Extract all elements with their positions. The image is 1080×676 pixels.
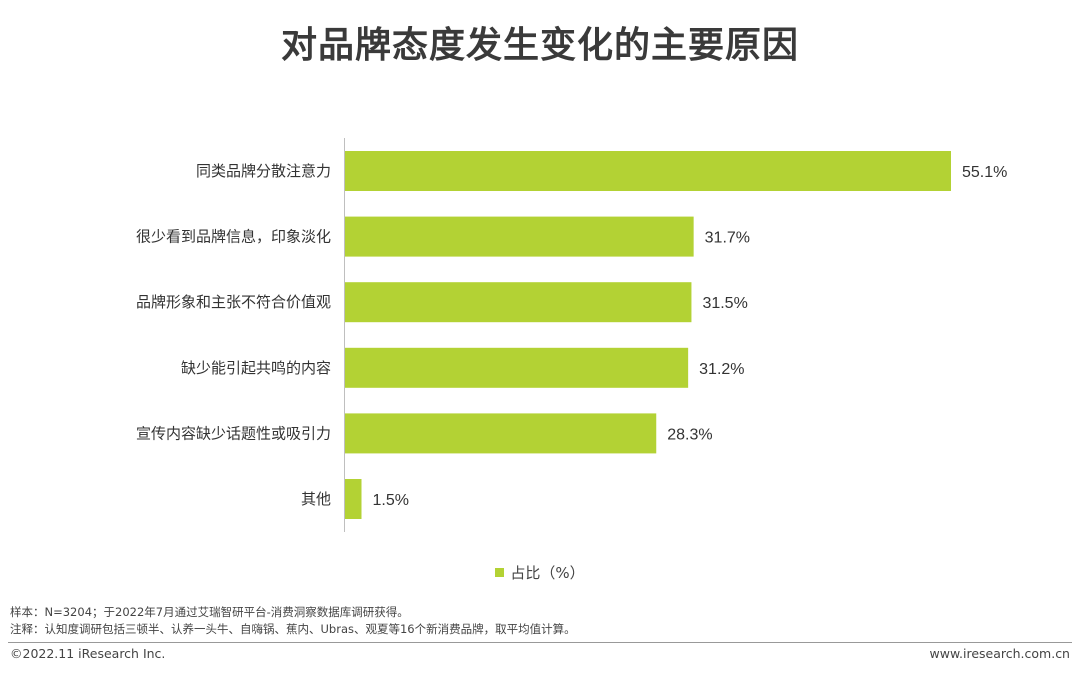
category-label-3: 品牌形象和主张不符合价值观 <box>136 293 331 311</box>
value-label-3: 31.5% <box>702 295 747 312</box>
website: www.iresearch.com.cn <box>929 646 1071 661</box>
value-label-4: 31.2% <box>699 361 744 378</box>
sample-footnote: 样本：N=3204；于2022年7月通过艾瑞智研平台-消费洞察数据库调研获得。 <box>10 605 409 619</box>
bar-6 <box>345 479 362 519</box>
category-label-2: 很少看到品牌信息，印象淡化 <box>136 228 331 246</box>
value-label-1: 55.1% <box>962 164 1007 181</box>
category-label-5: 宣传内容缺少话题性或吸引力 <box>136 424 331 442</box>
category-label-1: 同类品牌分散注意力 <box>196 162 331 180</box>
footer-divider <box>8 642 1072 643</box>
category-label-6: 其他 <box>301 490 331 508</box>
bar-1 <box>345 151 951 191</box>
value-label-2: 31.7% <box>705 230 750 247</box>
value-label-6: 1.5% <box>372 492 408 509</box>
bar-3 <box>345 282 692 323</box>
legend-label: 占比（%） <box>510 564 585 582</box>
category-label-4: 缺少能引起共鸣的内容 <box>181 359 331 377</box>
note-footnote: 注释：认知度调研包括三顿半、认养一头牛、自嗨锅、蕉内、Ubras、观夏等16个新… <box>10 622 576 636</box>
bar-5 <box>345 413 657 454</box>
copyright: ©2022.11 iResearch Inc. <box>10 646 166 661</box>
legend-swatch <box>495 568 505 577</box>
chart-title: 对品牌态度发生变化的主要原因 <box>280 25 799 66</box>
legend: 占比（%） <box>0 562 1080 583</box>
bar-4 <box>345 347 689 388</box>
value-label-5: 28.3% <box>667 426 712 443</box>
bar-2 <box>345 216 694 257</box>
